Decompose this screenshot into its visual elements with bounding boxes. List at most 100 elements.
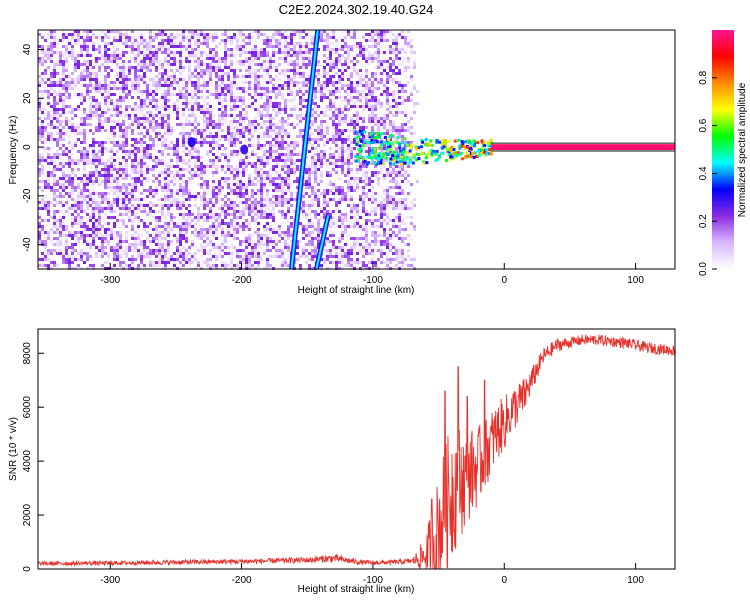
- heatmap-cell: [218, 60, 221, 63]
- heatmap-cell: [287, 93, 290, 96]
- heatmap-cell: [194, 198, 197, 201]
- heatmap-cell: [119, 237, 122, 240]
- heatmap-cell: [284, 216, 287, 219]
- heatmap-cell: [98, 249, 101, 252]
- heatmap-cell: [239, 171, 242, 174]
- heatmap-cell: [74, 48, 77, 51]
- heatmap-cell: [125, 81, 128, 84]
- heatmap-cell: [254, 84, 257, 87]
- heatmap-cell: [92, 33, 95, 36]
- heatmap-cell: [113, 33, 116, 36]
- heatmap-cell: [239, 132, 242, 135]
- heatmap-cell: [173, 177, 176, 180]
- heatmap-cell: [236, 66, 239, 69]
- heatmap-cell: [209, 48, 212, 51]
- heatmap-cell: [56, 165, 59, 168]
- heatmap-cell: [206, 84, 209, 87]
- heatmap-cell: [152, 216, 155, 219]
- heatmap-cell: [59, 132, 62, 135]
- heatmap-cell: [335, 81, 338, 84]
- heatmap-cell: [41, 180, 44, 183]
- heatmap-cell: [89, 198, 92, 201]
- heatmap-cell: [296, 108, 299, 111]
- heatmap-cell: [41, 111, 44, 114]
- heatmap-cell: [248, 204, 251, 207]
- heatmap-cell: [197, 213, 200, 216]
- heatmap-cell: [71, 54, 74, 57]
- heatmap-cell: [62, 51, 65, 54]
- heatmap-cell: [218, 162, 221, 165]
- heatmap-cell: [302, 204, 305, 207]
- heatmap-cell: [233, 234, 236, 237]
- heatmap-cell: [107, 207, 110, 210]
- heatmap-cell: [191, 168, 194, 171]
- heatmap-cell: [188, 216, 191, 219]
- heatmap-cell: [122, 111, 125, 114]
- heatmap-cell: [50, 252, 53, 255]
- heatmap-cell: [293, 78, 296, 81]
- heatmap-cell: [155, 126, 158, 129]
- heatmap-cell: [203, 111, 206, 114]
- heatmap-cell: [134, 183, 137, 186]
- heatmap-cell: [128, 30, 131, 33]
- heatmap-cell: [122, 249, 125, 252]
- heatmap-cell: [176, 180, 179, 183]
- heatmap-cell: [128, 123, 131, 126]
- heatmap-cell: [182, 138, 185, 141]
- heatmap-cell: [59, 90, 62, 93]
- heatmap-cell: [269, 60, 272, 63]
- heatmap-cell: [323, 207, 326, 210]
- heatmap-cell: [89, 84, 92, 87]
- heatmap-cell: [155, 75, 158, 78]
- heatmap-cell: [185, 57, 188, 60]
- heatmap-cell: [104, 261, 107, 264]
- heatmap-cell: [266, 63, 269, 66]
- heatmap-cell: [122, 177, 125, 180]
- heatmap-cell: [248, 234, 251, 237]
- heatmap-cell: [68, 150, 71, 153]
- heatmap-cell: [248, 81, 251, 84]
- heatmap-cell: [128, 36, 131, 39]
- heatmap-cell: [206, 33, 209, 36]
- heatmap-cell: [314, 162, 317, 165]
- heatmap-cell: [125, 249, 128, 252]
- heatmap-cell: [164, 243, 167, 246]
- heatmap-cell: [275, 126, 278, 129]
- heatmap-cell: [65, 225, 68, 228]
- heatmap-cell: [284, 111, 287, 114]
- heatmap-cell: [155, 237, 158, 240]
- heatmap-cell: [296, 114, 299, 117]
- heatmap-cell: [191, 153, 194, 156]
- heatmap-cell: [302, 51, 305, 54]
- heatmap-cell: [278, 60, 281, 63]
- heatmap-cell: [110, 102, 113, 105]
- heatmap-cell: [203, 117, 206, 120]
- heatmap-cell: [116, 174, 119, 177]
- heatmap-cell: [44, 183, 47, 186]
- heatmap-cell: [77, 222, 80, 225]
- heatmap-cell: [179, 213, 182, 216]
- heatmap-cell: [311, 252, 314, 255]
- heatmap-cell: [305, 228, 308, 231]
- heatmap-cell: [80, 141, 83, 144]
- heatmap-cell: [227, 159, 230, 162]
- heatmap-cell: [266, 129, 269, 132]
- heatmap-cell: [278, 189, 281, 192]
- heatmap-cell: [167, 153, 170, 156]
- heatmap-cell: [305, 249, 308, 252]
- heatmap-cell: [149, 42, 152, 45]
- heatmap-cell: [227, 228, 230, 231]
- heatmap-cell: [170, 33, 173, 36]
- heatmap-cell: [260, 84, 263, 87]
- heatmap-cell: [272, 180, 275, 183]
- heatmap-cell: [179, 87, 182, 90]
- heatmap-cell: [50, 261, 53, 264]
- heatmap-cell: [290, 39, 293, 42]
- heatmap-cell: [326, 171, 329, 174]
- heatmap-cell: [107, 177, 110, 180]
- heatmap-cell: [254, 171, 257, 174]
- heatmap-cell: [146, 201, 149, 204]
- heatmap-cell: [227, 210, 230, 213]
- heatmap-cell: [329, 30, 332, 33]
- heatmap-cell: [269, 42, 272, 45]
